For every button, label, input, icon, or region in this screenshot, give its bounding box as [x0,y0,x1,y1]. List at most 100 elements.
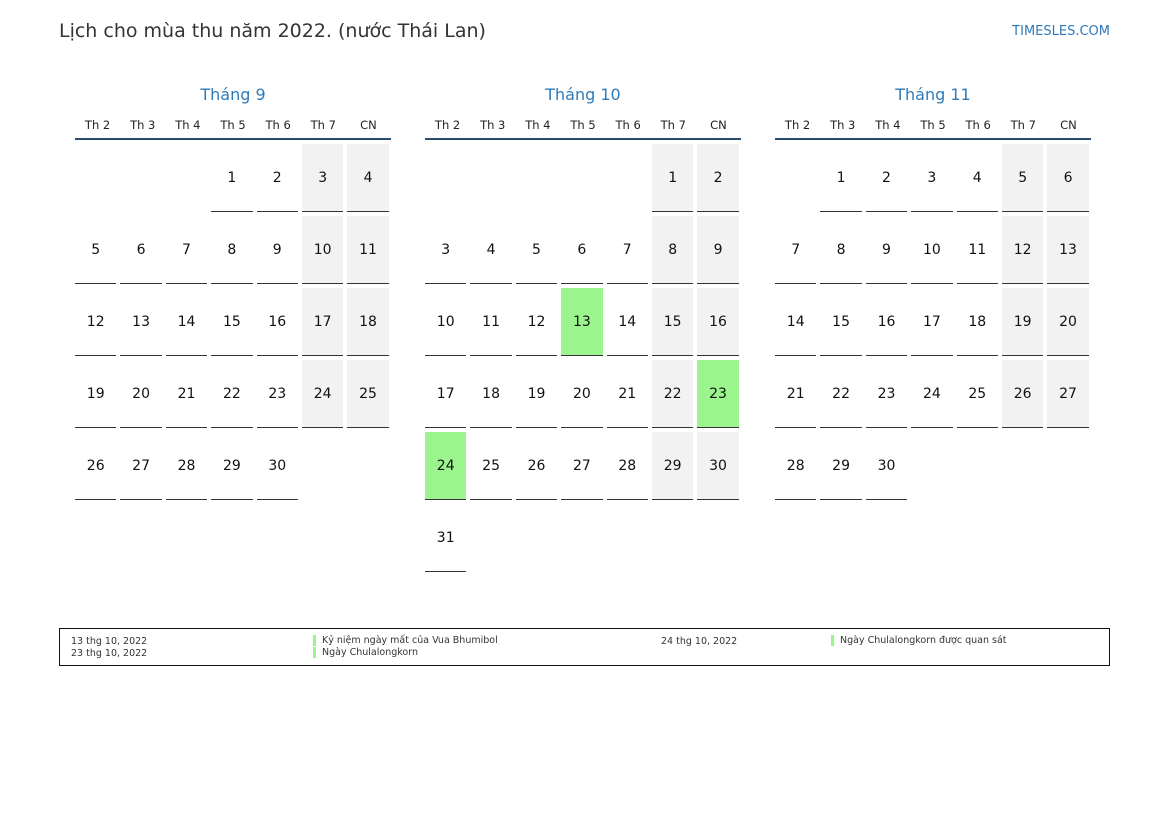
day-cell[interactable]: 26 [75,432,117,500]
weekday-label: Th 3 [130,118,156,132]
day-cell[interactable]: 3 [301,144,344,212]
day-cell[interactable]: 19 [515,360,558,428]
day-cell[interactable]: 21 [165,360,208,428]
day-cell[interactable]: 22 [651,360,694,428]
day-cell[interactable]: 8 [211,216,253,284]
day-cell[interactable]: 23 [256,360,298,428]
day-cell[interactable]: 21 [775,360,817,428]
day-cell[interactable]: 4 [956,144,998,212]
day-cell[interactable]: 29 [211,432,253,500]
empty-cell [75,144,116,212]
day-cell[interactable]: 6 [561,216,603,284]
weekday-label: Th 6 [965,118,991,132]
day-cell[interactable]: 30 [697,432,739,500]
day-cell[interactable]: 20 [1047,288,1089,356]
day-cell[interactable]: 24 [911,360,953,428]
day-cell[interactable]: 27 [120,432,162,500]
day-cell[interactable]: 14 [606,288,648,356]
day-cell[interactable]: 5 [75,216,117,284]
weekday-label: CN [360,118,377,132]
day-cell[interactable]: 12 [515,288,558,356]
day-cell[interactable]: 10 [425,288,467,356]
day-cell[interactable]: 14 [165,288,208,356]
day-cell[interactable]: 27 [561,432,603,500]
day-cell[interactable]: 18 [956,288,998,356]
day-cell[interactable]: 16 [256,288,298,356]
day-cell[interactable]: 9 [865,216,908,284]
day-cell[interactable]: 14 [775,288,817,356]
day-cell[interactable]: 15 [820,288,862,356]
day-cell[interactable]: 15 [211,288,253,356]
weekday-label: Th 4 [875,118,901,132]
day-cell[interactable]: 11 [347,216,389,284]
day-cell[interactable]: 25 [956,360,998,428]
day-grid: 1 2 3 4 5 6 7 8 9 10 11 12 13 14 15 16 17 18 19 20 21 22 23 24 2… [425,144,741,572]
day-cell[interactable]: 27 [1047,360,1089,428]
day-cell[interactable]: 8 [820,216,862,284]
day-cell[interactable]: 17 [911,288,953,356]
day-cell[interactable]: 1 [211,144,253,212]
day-cell[interactable]: 26 [1001,360,1044,428]
day-cell[interactable]: 11 [470,288,512,356]
day-cell[interactable]: 16 [697,288,739,356]
day-cell[interactable]: 7 [606,216,648,284]
day-cell[interactable]: 4 [347,144,389,212]
day-cell[interactable]: 19 [75,360,117,428]
holiday-day-cell[interactable]: 13 [561,288,603,356]
day-cell[interactable]: 15 [651,288,694,356]
holiday-day-cell[interactable]: 24 [425,432,467,500]
day-cell[interactable]: 12 [1001,216,1044,284]
day-cell[interactable]: 25 [347,360,389,428]
day-cell[interactable]: 1 [820,144,862,212]
day-cell[interactable]: 5 [1001,144,1044,212]
day-cell[interactable]: 18 [347,288,389,356]
day-cell[interactable]: 9 [697,216,739,284]
day-cell[interactable]: 9 [256,216,298,284]
day-cell[interactable]: 3 [911,144,953,212]
site-link[interactable]: TIMESLES.COM [1012,24,1110,39]
day-cell[interactable]: 13 [1047,216,1089,284]
day-cell[interactable]: 12 [75,288,117,356]
day-cell[interactable]: 10 [911,216,953,284]
day-cell[interactable]: 11 [956,216,998,284]
day-cell[interactable]: 19 [1001,288,1044,356]
day-cell[interactable]: 29 [651,432,694,500]
day-cell[interactable]: 22 [820,360,862,428]
day-cell[interactable]: 23 [865,360,908,428]
day-cell[interactable]: 26 [515,432,558,500]
weekday-label: Th 7 [310,118,336,132]
day-cell[interactable]: 28 [606,432,648,500]
day-cell[interactable]: 24 [301,360,344,428]
day-cell[interactable]: 4 [470,216,512,284]
day-cell[interactable]: 13 [120,288,162,356]
day-cell[interactable]: 16 [865,288,908,356]
day-cell[interactable]: 5 [515,216,558,284]
day-cell[interactable]: 28 [165,432,208,500]
day-cell[interactable]: 18 [470,360,512,428]
day-cell[interactable]: 7 [775,216,817,284]
day-cell[interactable]: 6 [1047,144,1089,212]
day-cell[interactable]: 30 [865,432,908,500]
day-cell[interactable]: 6 [120,216,162,284]
day-cell[interactable]: 28 [775,432,817,500]
day-cell[interactable]: 3 [425,216,467,284]
day-cell[interactable]: 2 [256,144,298,212]
day-cell[interactable]: 30 [256,432,298,500]
day-cell[interactable]: 10 [301,216,344,284]
day-cell[interactable]: 2 [697,144,739,212]
day-cell[interactable]: 7 [165,216,208,284]
day-cell[interactable]: 25 [470,432,512,500]
day-cell[interactable]: 29 [820,432,862,500]
day-cell[interactable]: 17 [301,288,344,356]
day-cell[interactable]: 8 [651,216,694,284]
day-cell[interactable]: 21 [606,360,648,428]
day-cell[interactable]: 17 [425,360,467,428]
day-cell[interactable]: 31 [425,504,467,572]
holiday-day-cell[interactable]: 23 [697,360,739,428]
day-cell[interactable]: 2 [865,144,908,212]
weekday-label: CN [710,118,727,132]
day-cell[interactable]: 22 [211,360,253,428]
day-cell[interactable]: 20 [561,360,603,428]
day-cell[interactable]: 1 [651,144,694,212]
day-cell[interactable]: 20 [120,360,162,428]
